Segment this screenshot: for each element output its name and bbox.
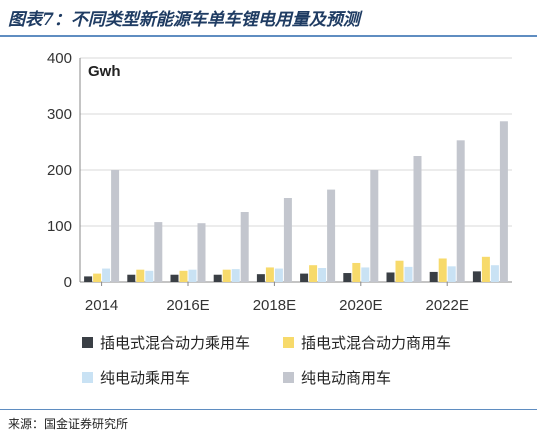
- bar: [84, 276, 93, 282]
- chart-canvas: 0 100 200 300 400 Gwh 2014 2016E 2018E 2020E 2022E…: [47, 50, 512, 387]
- legend-label: 纯电动乘用车: [100, 369, 190, 387]
- bar: [318, 268, 327, 282]
- legend-label: 插电式混合动力商用车: [301, 334, 451, 352]
- bar: [231, 269, 240, 282]
- legend-swatch: [82, 337, 93, 348]
- title-bar: 图表7：不同类型新能源车单车锂电用量及预测: [0, 0, 537, 37]
- bar: [179, 270, 188, 282]
- bar: [343, 273, 352, 282]
- bar: [429, 271, 438, 282]
- bar: [472, 271, 481, 282]
- x-tick-label: 2020E: [339, 297, 382, 314]
- bar: [386, 272, 395, 282]
- bar: [213, 274, 222, 282]
- unit-label: Gwh: [88, 63, 121, 80]
- legend-label: 插电式混合动力乘用车: [100, 334, 250, 352]
- bar: [222, 269, 231, 282]
- bar: [197, 223, 206, 282]
- bar: [413, 156, 422, 282]
- bar: [265, 267, 274, 282]
- bar: [499, 121, 508, 282]
- bar: [102, 268, 111, 282]
- bar: [154, 222, 163, 282]
- y-tick-label: 200: [47, 162, 72, 179]
- bar: [93, 273, 102, 282]
- x-tick-label: 2014: [85, 297, 118, 314]
- bar: [283, 198, 292, 282]
- bar: [256, 274, 265, 282]
- title-divider: [0, 35, 537, 37]
- y-tick-label: 100: [47, 218, 72, 235]
- legend-swatch: [283, 337, 294, 348]
- x-tick-label: 2022E: [426, 297, 469, 314]
- bar: [188, 269, 197, 282]
- bar: [456, 140, 465, 282]
- legend-label: 纯电动商用车: [301, 369, 391, 387]
- bar: [136, 269, 145, 282]
- x-tick-label: 2018E: [253, 297, 296, 314]
- bar: [327, 189, 336, 282]
- legend-swatch: [283, 372, 294, 383]
- bar: [309, 265, 318, 282]
- bar: [111, 170, 120, 282]
- bar: [170, 274, 179, 282]
- chart-title: 图表7：不同类型新能源车单车锂电用量及预测: [8, 10, 360, 30]
- bar: [361, 267, 370, 282]
- bar: [352, 262, 361, 282]
- bar: [490, 265, 499, 282]
- source-divider: [0, 409, 537, 410]
- bar: [447, 266, 456, 282]
- source-note: 来源：国金证券研究所: [8, 417, 129, 431]
- bar: [404, 266, 413, 282]
- bar: [370, 170, 379, 282]
- bar: [395, 260, 404, 282]
- bar: [240, 212, 249, 282]
- legend-swatch: [82, 372, 93, 383]
- bar: [438, 258, 447, 282]
- x-tick-label: 2016E: [166, 297, 209, 314]
- y-tick-label: 0: [64, 274, 72, 291]
- bar: [481, 256, 490, 282]
- bar: [127, 274, 136, 282]
- bar: [145, 270, 154, 282]
- bar: [274, 268, 283, 282]
- y-tick-label: 300: [47, 106, 72, 123]
- y-tick-label: 400: [47, 50, 72, 67]
- bar: [300, 273, 309, 282]
